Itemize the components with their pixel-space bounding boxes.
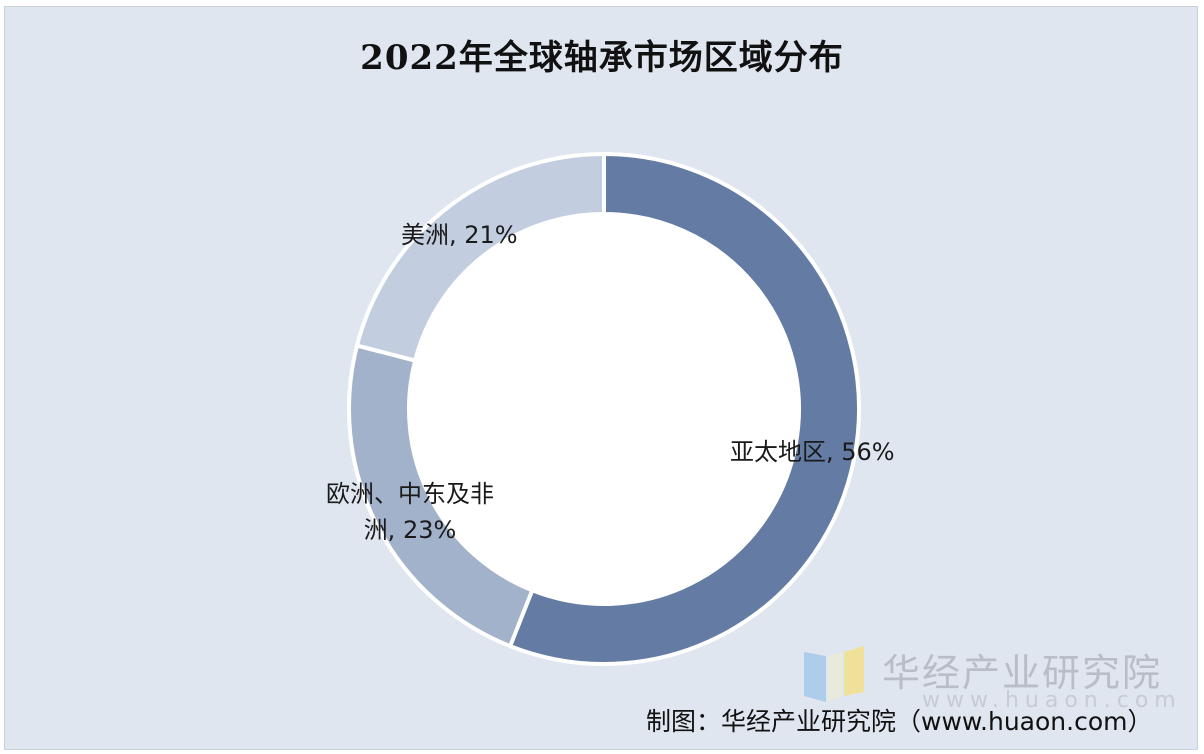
slice-label-emea-line2: 洲, 23% [363,516,457,544]
slice-label-asia-pacific: 亚太地区, 56% [730,438,895,466]
watermark-name: 华经产业研究院 [882,651,1163,695]
slice-label-emea: 欧洲、中东及非 洲, 23% [304,476,516,548]
watermark-url: www.huaon.com [922,688,1182,713]
slice-label-emea-line1: 欧洲、中东及非 [326,480,494,508]
watermark-logo-icon [804,646,864,702]
source-note: 制图：华经产业研究院（www.huaon.com） [646,707,1153,736]
chart-title: 2022年全球轴承市场区域分布 [360,38,844,78]
slice-label-americas: 美洲, 21% [401,221,518,249]
slice-asia-pacific [507,151,861,666]
slice-americas [354,151,606,363]
donut-hole [410,215,798,603]
watermark: 华经产业研究院 www.huaon.com [804,642,1176,713]
